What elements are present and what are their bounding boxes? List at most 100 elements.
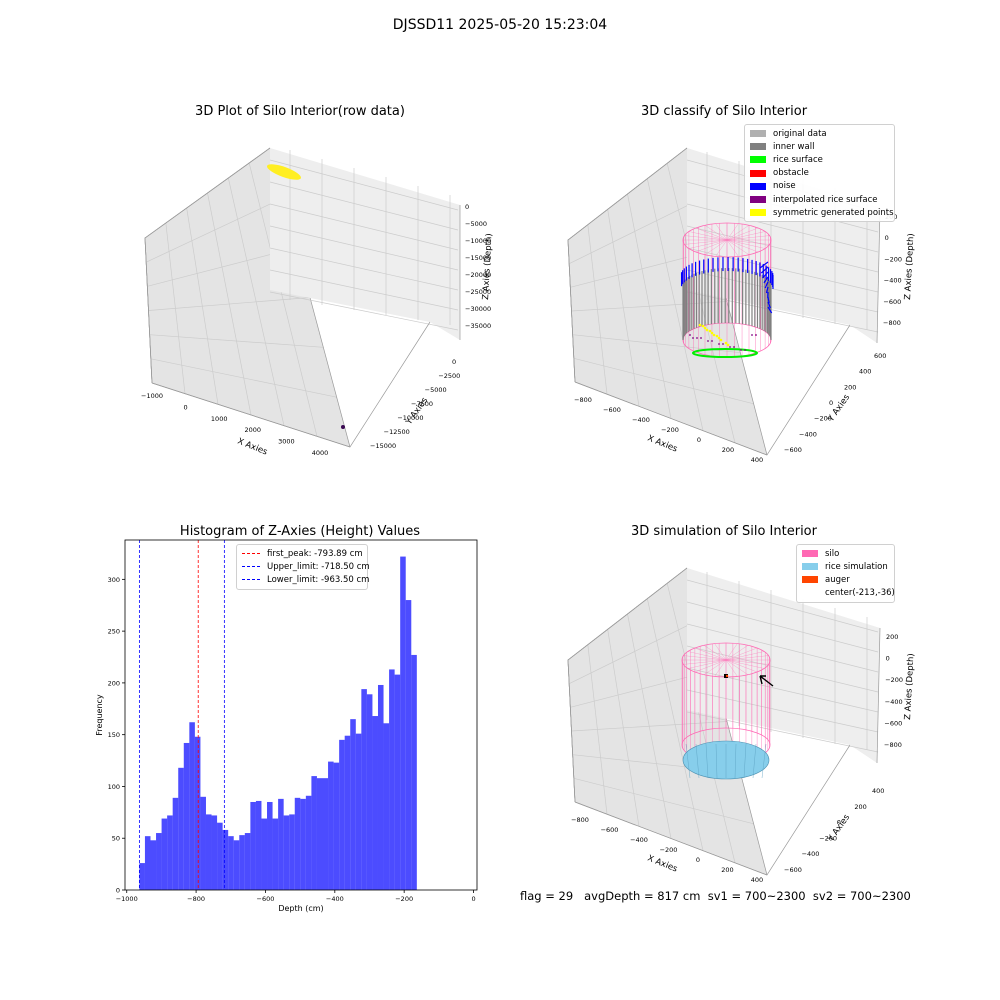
histogram-bar (183, 742, 190, 890)
raw-z-tick-label: −10000 (465, 237, 491, 245)
classify-z-tick-label: −800 (883, 319, 901, 327)
raw-z-tick-label: −35000 (465, 322, 491, 330)
raw-z-axis-label: Z Axies (Depth) (481, 233, 494, 300)
histogram-bar (361, 689, 367, 890)
interpolated-point (744, 349, 746, 351)
grid-line (686, 601, 879, 653)
classify-legend-item: interpolated rice surface (750, 193, 889, 206)
histogram-bar (194, 736, 201, 890)
simulation-legend-swatch (802, 576, 818, 584)
histogram-y-tick-label: 250 (108, 628, 120, 636)
simulation-x-tick-label: −200 (660, 846, 678, 854)
histogram-bar (228, 836, 234, 890)
noise-band (767, 301, 771, 309)
simulation-x-tick-label: 0 (696, 856, 700, 864)
interpolated-point (689, 334, 691, 336)
raw-y-tick-label: −2500 (438, 372, 460, 380)
histogram-y-tick-label: 50 (112, 835, 120, 843)
histogram-bar (300, 798, 306, 890)
histogram-bar (366, 694, 373, 890)
grid-line (686, 203, 879, 253)
histogram-bar (383, 723, 390, 890)
histogram-legend-line (242, 566, 260, 568)
interpolated-point (718, 343, 720, 345)
histogram-axes-frame (124, 539, 478, 891)
histogram-bar (328, 761, 334, 890)
symmetric-point (698, 323, 702, 327)
classify-z-tick-label: 0 (885, 234, 889, 242)
classify-legend-item: obstacle (750, 167, 889, 180)
interpolated-point (711, 340, 713, 342)
histogram-bar (250, 801, 256, 890)
noise-band (760, 266, 769, 274)
rice-mesh-line (752, 743, 757, 779)
rice-mesh-line (734, 743, 737, 779)
interpolated-point (692, 337, 694, 339)
histogram-y-axis-label: Frequency (95, 694, 104, 736)
histogram-bar (255, 800, 262, 890)
histogram-x-tick-label: −600 (257, 895, 275, 903)
grid-line (269, 269, 459, 311)
grid-line (686, 645, 879, 693)
pane-floor (145, 148, 350, 447)
pane-floor (568, 568, 767, 875)
classify-legend-swatch (750, 196, 766, 204)
raw-x-tick-label: 0 (184, 403, 188, 411)
histogram-bar (172, 797, 179, 890)
histogram-bar (389, 669, 395, 890)
classify-y-tick-label: −400 (799, 430, 817, 438)
interpolated-point (722, 343, 724, 345)
pane-edge (144, 147, 271, 384)
classify-legend-swatch (750, 169, 766, 177)
histogram-bar (239, 835, 245, 890)
simulation-legend-label: silo (825, 548, 840, 559)
raw-point-cluster (266, 164, 302, 180)
interpolated-point (733, 346, 735, 348)
figure-title: DJSSD11 2025-05-20 15:23:04 (392, 17, 608, 33)
simulation-y-tick-label: −200 (819, 834, 837, 842)
classify-y-tick-label: −600 (784, 446, 802, 454)
rice-mesh-line (685, 743, 691, 779)
raw-x-tick-label: 2000 (245, 426, 262, 434)
pane-edge (876, 627, 881, 764)
raw-z-tick-label: −15000 (465, 254, 491, 262)
noise-band (764, 281, 769, 289)
classify-legend-swatch (750, 182, 766, 190)
histogram-bar (139, 863, 145, 890)
histogram-bar (267, 801, 273, 890)
histogram-bar (289, 814, 295, 890)
histogram-legend: first_peak: -793.89 cm Upper_limit: -718.… (236, 544, 370, 590)
histogram-x-tick-label: −400 (326, 895, 344, 903)
classify-y-tick-label: −200 (814, 415, 832, 423)
rice-mesh-line (695, 743, 700, 779)
histogram-x-tick-label: −800 (187, 895, 205, 903)
pane-edge (567, 567, 688, 803)
grid-line (686, 689, 879, 733)
interpolated-point (729, 346, 731, 348)
histogram-legend-label: Upper_limit: -718.50 cm (267, 561, 370, 572)
histogram-bar (344, 735, 351, 890)
raw-x-tick-label: 1000 (211, 415, 228, 423)
simulation-x-axis-label: X Axies (646, 854, 679, 875)
histogram-bar (205, 814, 212, 890)
simulation-x-tick-label: −600 (601, 826, 619, 834)
histogram-y-tick-label: 150 (108, 731, 120, 739)
raw-z-tick-label: 0 (465, 203, 469, 211)
simulation-legend-item: silo (802, 547, 889, 560)
histogram-bar (222, 829, 229, 890)
histogram-bar (233, 840, 240, 890)
pane-floor (568, 148, 767, 455)
histogram-bar (311, 776, 317, 890)
raw-x-tick-label: 4000 (312, 449, 329, 457)
histogram-legend-line (242, 553, 260, 555)
histogram-x-tick-label: 0 (471, 895, 475, 903)
classify-legend-label: obstacle (773, 168, 809, 179)
grid-line (269, 203, 459, 251)
histogram-bar (200, 796, 206, 890)
classify-legend-label: inner wall (773, 141, 815, 152)
simulation-legend-swatch (802, 550, 818, 558)
interpolated-point (700, 337, 702, 339)
histogram-bar (316, 778, 323, 890)
